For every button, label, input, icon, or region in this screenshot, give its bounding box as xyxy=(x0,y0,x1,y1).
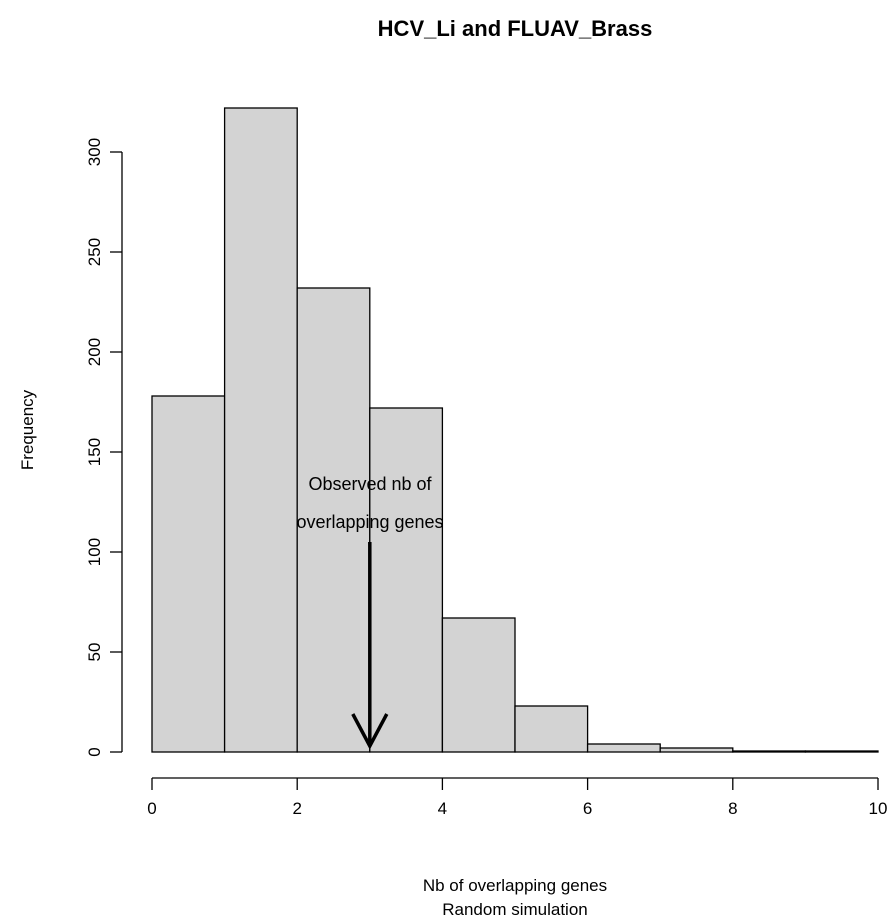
annotation-line-2: overlapping genes xyxy=(296,512,443,532)
bars-group xyxy=(151,107,879,753)
x-tick-label: 4 xyxy=(438,799,447,818)
histogram-bar-8 xyxy=(732,750,807,753)
y-axis: 0 50 100 150 200 250 300 xyxy=(85,138,123,757)
histogram-bar-7 xyxy=(659,747,734,753)
histogram-bar-9 xyxy=(804,750,879,753)
x-axis-sublabel: Random simulation xyxy=(442,900,588,919)
x-tick-label: 8 xyxy=(728,799,737,818)
y-tick-label: 50 xyxy=(85,643,104,662)
x-tick-label: 0 xyxy=(147,799,156,818)
y-tick-label: 300 xyxy=(85,138,104,166)
histogram-bar-3 xyxy=(369,407,444,753)
x-axis: 0 2 4 6 8 10 xyxy=(147,777,888,818)
histogram-bar-5 xyxy=(514,705,589,753)
histogram-bar-1 xyxy=(223,107,298,753)
y-tick-label: 200 xyxy=(85,338,104,366)
annotation-line-1: Observed nb of xyxy=(308,474,432,494)
arrow-head xyxy=(351,713,389,750)
chart-title: HCV_Li and FLUAV_Brass xyxy=(378,16,653,41)
x-tick-label: 2 xyxy=(292,799,301,818)
x-tick-label: 10 xyxy=(869,799,888,818)
histogram-bar-2 xyxy=(296,287,371,753)
histogram-bar-4 xyxy=(441,617,516,753)
x-axis-label: Nb of overlapping genes xyxy=(423,876,607,895)
y-tick-label: 250 xyxy=(85,238,104,266)
histogram-bar-6 xyxy=(586,743,661,753)
y-tick-label: 150 xyxy=(85,438,104,466)
y-axis-label: Frequency xyxy=(18,389,37,470)
y-tick-label: 100 xyxy=(85,538,104,566)
observed-annotation: Observed nb of overlapping genes xyxy=(296,474,444,750)
x-tick-label: 6 xyxy=(583,799,592,818)
histogram-bar-0 xyxy=(151,395,226,753)
y-tick-label: 0 xyxy=(85,747,104,756)
